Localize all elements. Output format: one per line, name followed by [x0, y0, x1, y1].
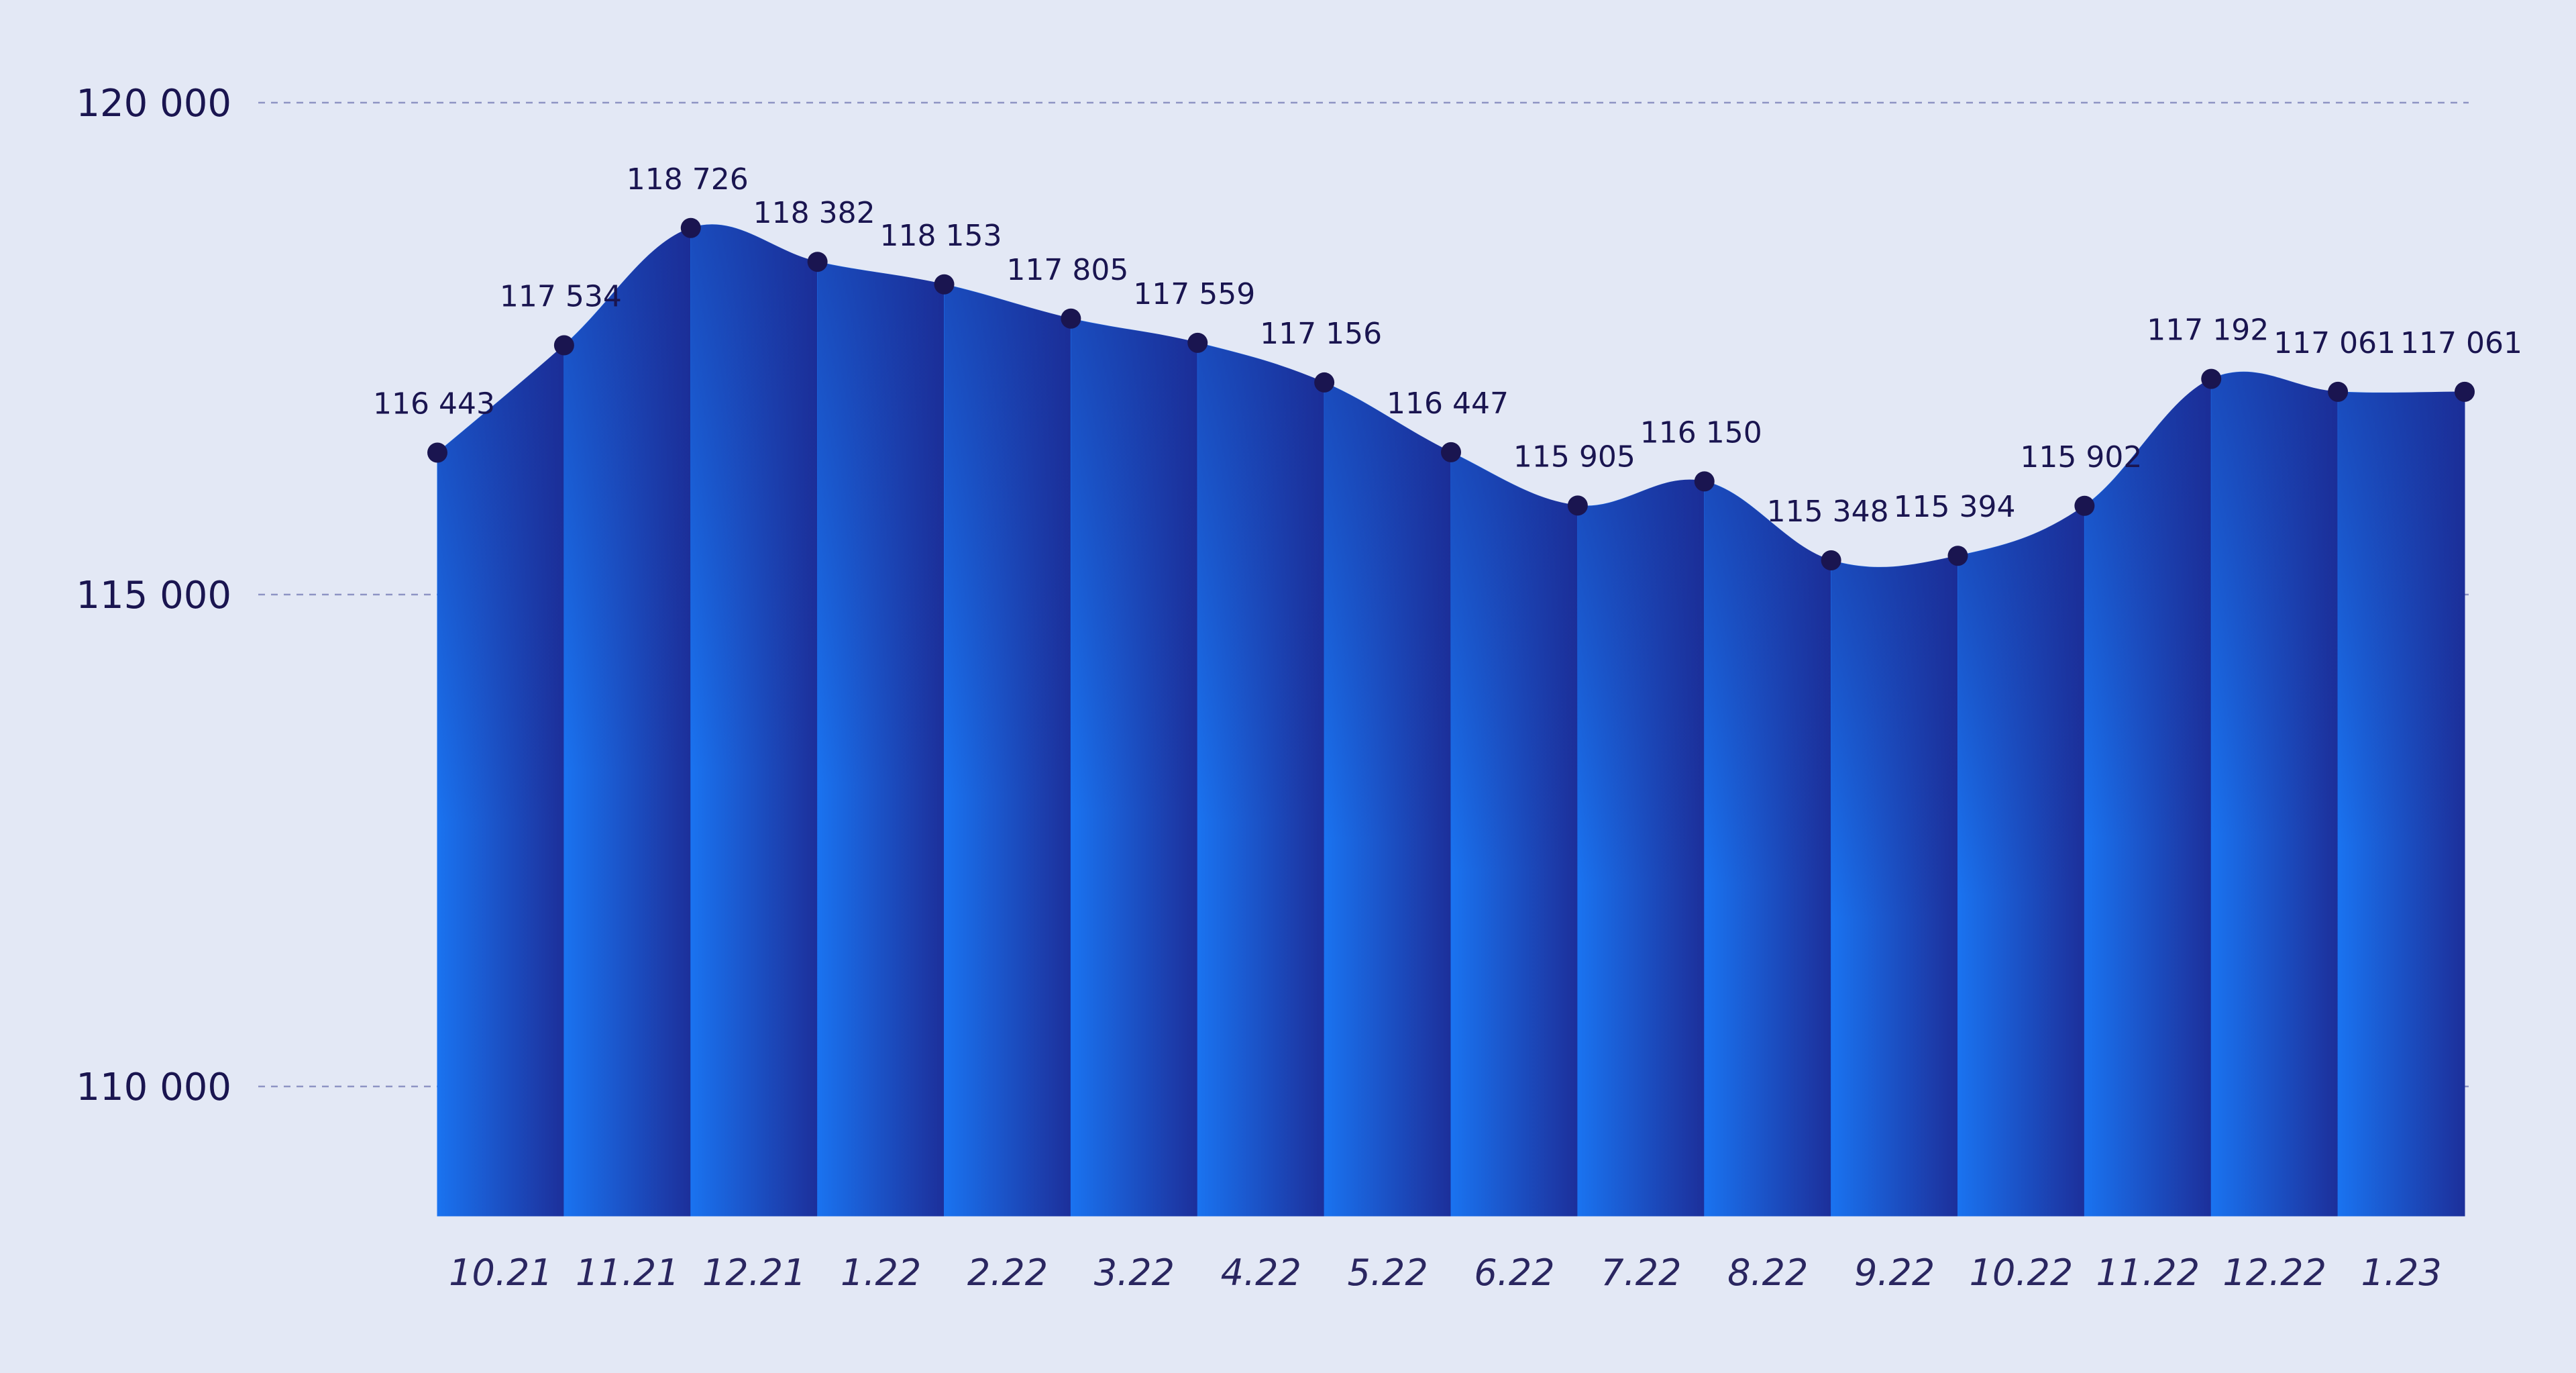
area-band-shade	[1704, 481, 1831, 1217]
area-band-shade	[944, 284, 1071, 1216]
data-point	[1061, 308, 1081, 329]
data-point	[934, 274, 955, 295]
data-point	[1187, 332, 1208, 353]
area-band-shade	[817, 262, 945, 1217]
data-label: 117 534	[500, 280, 622, 314]
x-tick-label: 11.21	[576, 1252, 680, 1294]
data-point	[1947, 546, 1968, 566]
data-label: 115 905	[1513, 440, 1635, 474]
data-label: 118 382	[753, 196, 875, 230]
x-tick-label: 1.22	[841, 1252, 921, 1294]
area-band-shade	[2338, 391, 2465, 1216]
data-label: 117 805	[1006, 253, 1128, 287]
x-tick-label: 6.22	[1474, 1252, 1554, 1294]
data-point	[1821, 550, 1841, 570]
area-band-shade	[1831, 556, 1958, 1216]
data-label: 116 150	[1640, 415, 1762, 450]
data-point	[553, 335, 574, 356]
data-label: 118 153	[880, 219, 1002, 253]
area-band-shade	[564, 227, 691, 1216]
area-bands	[437, 224, 2465, 1217]
x-tick-label: 12.21	[702, 1252, 806, 1294]
data-label: 115 902	[2020, 440, 2142, 474]
area-band-shade	[1957, 505, 2085, 1216]
area-band-shade	[690, 224, 818, 1216]
data-label: 117 061	[2273, 326, 2396, 360]
area-band-shade	[2084, 378, 2212, 1216]
x-tick-label: 5.22	[1347, 1252, 1428, 1294]
x-tick-label: 8.22	[1727, 1252, 1808, 1294]
area-band-shade	[1071, 318, 1198, 1216]
x-axis-tick-labels: 10.21 11.21 12.21 1.22 2.22 3.22 4.22 5.22 6.22 7…	[449, 1252, 2442, 1294]
area-band-shade	[1451, 452, 1578, 1216]
data-label: 117 156	[1260, 317, 1382, 351]
x-tick-label: 3.22	[1094, 1252, 1175, 1294]
data-point	[1441, 442, 1461, 462]
x-tick-label: 1.23	[2361, 1252, 2441, 1294]
data-label: 117 192	[2147, 313, 2269, 348]
data-point	[1567, 495, 1588, 516]
y-axis-tick-labels: 120 000 115 000 110 000	[76, 82, 231, 1109]
area-band-shade	[2211, 372, 2339, 1217]
data-point	[2074, 495, 2095, 516]
x-tick-label: 10.21	[449, 1252, 553, 1294]
x-tick-label: 10.22	[1970, 1252, 2074, 1294]
data-point	[2201, 368, 2222, 389]
area-band-shade	[1577, 480, 1705, 1216]
y-tick-label: 120 000	[76, 82, 231, 125]
area-band-shade	[1197, 342, 1325, 1216]
data-point	[2328, 381, 2349, 402]
data-label: 116 443	[373, 387, 495, 421]
data-label: 117 559	[1133, 277, 1255, 311]
area-band-shade	[1324, 382, 1451, 1216]
x-tick-label: 7.22	[1601, 1252, 1681, 1294]
y-tick-label: 110 000	[76, 1066, 231, 1109]
area-band-shade	[437, 345, 564, 1216]
data-point	[680, 217, 701, 238]
data-point	[1314, 372, 1335, 393]
data-label: 115 394	[1894, 490, 2016, 524]
data-label: 115 348	[1767, 495, 1889, 529]
data-label: 118 726	[627, 162, 749, 197]
x-tick-label: 9.22	[1854, 1252, 1935, 1294]
data-label: 116 447	[1387, 387, 1509, 421]
data-point	[427, 442, 447, 463]
data-markers	[427, 217, 2475, 570]
x-tick-label: 4.22	[1221, 1252, 1301, 1294]
x-tick-label: 12.22	[2222, 1252, 2326, 1294]
data-point	[807, 252, 828, 272]
x-tick-label: 11.22	[2096, 1252, 2200, 1294]
data-label: 117 061	[2400, 326, 2522, 360]
x-tick-label: 2.22	[967, 1252, 1048, 1294]
data-point	[2455, 381, 2475, 402]
y-tick-label: 115 000	[76, 574, 231, 617]
data-point	[1694, 471, 1715, 492]
